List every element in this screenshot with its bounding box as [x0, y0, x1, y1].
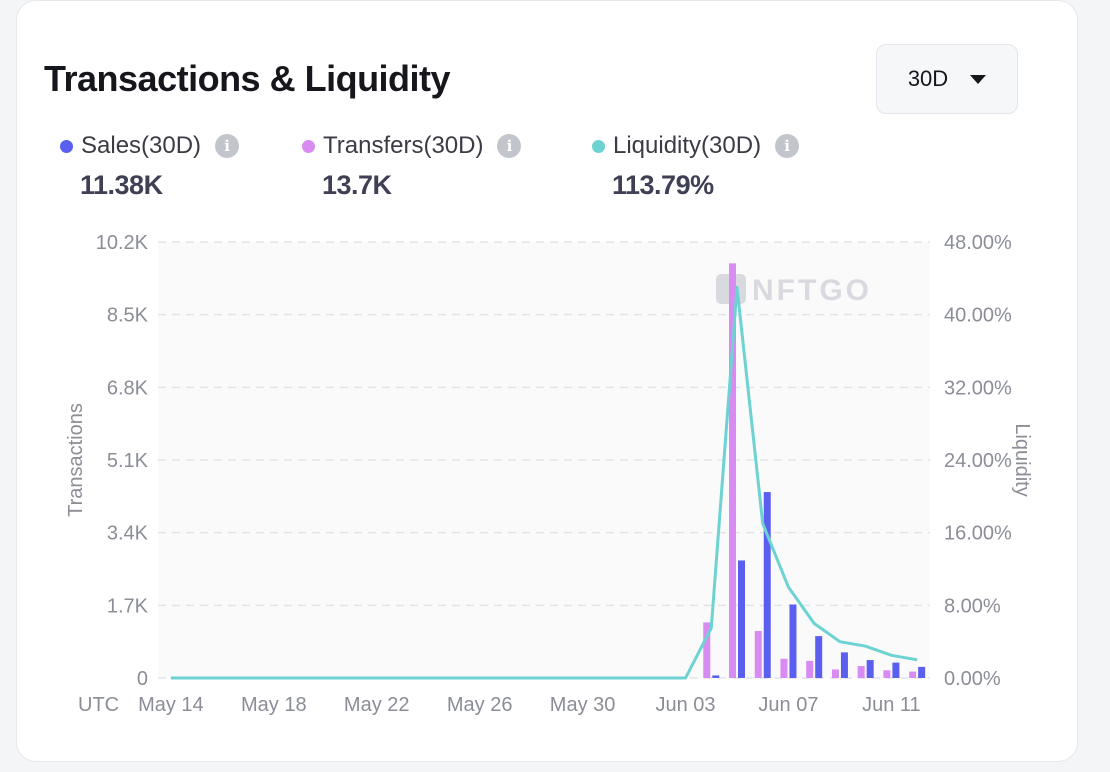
x-tick-label: May 22 [344, 694, 410, 716]
y2-tick-label: 8.00% [944, 595, 1001, 617]
bars [703, 263, 926, 678]
x-tick-label: May 18 [241, 694, 307, 716]
transfers-bar [909, 671, 917, 678]
gridlines [158, 241, 930, 679]
transfers-bar [883, 670, 891, 678]
sales-bar [866, 660, 874, 678]
sales-dot-icon [60, 139, 73, 153]
x-tick-label: May 30 [550, 694, 616, 716]
legend-value: 13.7K [322, 170, 392, 200]
x-tick-label: Jun 11 [862, 694, 921, 716]
y2-tick-label: 40.00% [944, 305, 1012, 327]
y-axis-right: 0.00% 8.00% 16.00% 24.00% 32.00% 40.00% 48.00% [944, 232, 1012, 690]
transfers-dot-icon [302, 139, 315, 153]
transfers-bar [754, 630, 762, 678]
y-tick-label: 1.7K [107, 595, 149, 617]
sales-bar [738, 560, 745, 678]
legend-label: Transfers(30D) [323, 132, 484, 159]
liquidity-line [170, 285, 918, 680]
y2-tick-label: 32.00% [944, 377, 1012, 399]
y2-tick-label: 48.00% [944, 232, 1012, 254]
legend-sales[interactable]: Sales(30D) i 11.38K [60, 132, 240, 201]
sales-bar [892, 662, 900, 678]
y2-axis-title: Liquidity [1011, 423, 1033, 496]
watermark-text: NFTGO [752, 274, 872, 307]
sales-bar [918, 666, 926, 678]
y2-tick-label: 16.00% [944, 523, 1012, 545]
sales-bar [840, 652, 848, 678]
transfers-bar [780, 658, 788, 678]
time-range-label: 30D [907, 66, 949, 91]
transfers-bar [806, 660, 814, 678]
y-axis-title: Transactions [65, 403, 87, 517]
y-tick-label: 10.2K [96, 232, 149, 254]
liquidity-dot-icon [592, 139, 605, 153]
transfers-bar [729, 263, 736, 678]
legend-label: Liquidity(30D) [613, 132, 762, 159]
legend-value: 11.38K [80, 170, 163, 200]
x-axis: May 14 May 18 May 22 May 26 May 30 Jun 03 Jun … [138, 694, 921, 716]
x-tick-label: May 26 [447, 694, 513, 716]
info-icon[interactable]: i [775, 134, 800, 158]
x-tick-label: Jun 07 [758, 694, 818, 716]
time-range-dropdown[interactable]: 30D [876, 44, 1018, 114]
x-axis-prefix: UTC [78, 694, 119, 716]
info-icon[interactable]: i [497, 134, 522, 158]
sales-bar [789, 604, 797, 678]
legend-label: Sales(30D) [81, 132, 202, 159]
watermark: NFTGO [716, 274, 872, 307]
chevron-down-icon [970, 74, 987, 84]
legend-liquidity[interactable]: Liquidity(30D) i 113.79% [592, 132, 800, 201]
transfers-bar [703, 622, 711, 678]
legend-transfers[interactable]: Transfers(30D) i 13.7K [302, 132, 522, 201]
info-icon[interactable]: i [215, 134, 240, 158]
sales-bar [712, 675, 720, 678]
y-tick-label: 8.5K [107, 305, 149, 327]
page-title: Transactions & Liquidity [44, 58, 451, 99]
y-axis-left: 0 1.7K 3.4K 5.1K 6.8K 8.5K 10.2K [96, 232, 149, 690]
y-tick-label: 3.4K [107, 523, 149, 545]
x-tick-label: May 14 [138, 694, 204, 716]
sales-bar [815, 636, 823, 678]
liquidity-line-group [170, 285, 918, 680]
transfers-bar [831, 669, 839, 678]
y-tick-label: 0 [137, 668, 148, 690]
transfers-bar [857, 666, 865, 678]
y2-tick-label: 24.00% [944, 450, 1012, 472]
legend-value: 113.79% [612, 170, 714, 200]
sales-bar [763, 492, 771, 678]
x-tick-label: Jun 03 [656, 694, 716, 716]
y-tick-label: 5.1K [107, 450, 149, 472]
y2-tick-label: 0.00% [944, 668, 1001, 690]
y-tick-label: 6.8K [107, 377, 149, 399]
